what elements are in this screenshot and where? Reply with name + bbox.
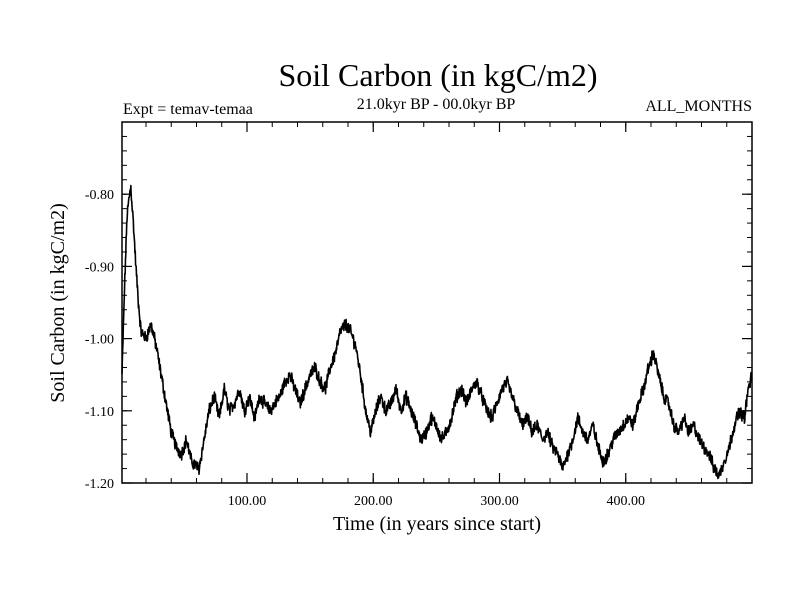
x-tick-label: 400.00 [606, 494, 645, 509]
y-tick-label: -0.90 [85, 260, 114, 275]
chart-subtitle-right: ALL_MONTHS [645, 98, 752, 115]
chart-subtitle-left: Expt = temav-temaa [123, 101, 253, 118]
y-tick-label: -1.00 [85, 333, 114, 348]
x-axis-label: Time (in years since start) [333, 513, 541, 535]
x-tick-label: 300.00 [480, 494, 519, 509]
plot-frame [121, 121, 753, 484]
x-tick-label: 100.00 [228, 494, 267, 509]
axis-tick-labels-layer: 100.00 200.00 300.00 400.00 -0.80 -0.90 -1.00 -… [85, 188, 645, 509]
y-tick-label: -1.20 [85, 477, 114, 492]
series-line-0 [121, 184, 753, 480]
y-axis-label: Soil Carbon (in kgC/m2) [47, 203, 69, 402]
chart-subtitle-center: 21.0kyr BP - 00.0kyr BP [357, 96, 516, 113]
chart-title: Soil Carbon (in kgC/m2) [278, 57, 597, 93]
x-tick-label: 200.00 [354, 494, 393, 509]
y-tick-label: -1.10 [85, 405, 114, 420]
data-series-layer [121, 184, 753, 480]
y-tick-label: -0.80 [85, 188, 114, 203]
